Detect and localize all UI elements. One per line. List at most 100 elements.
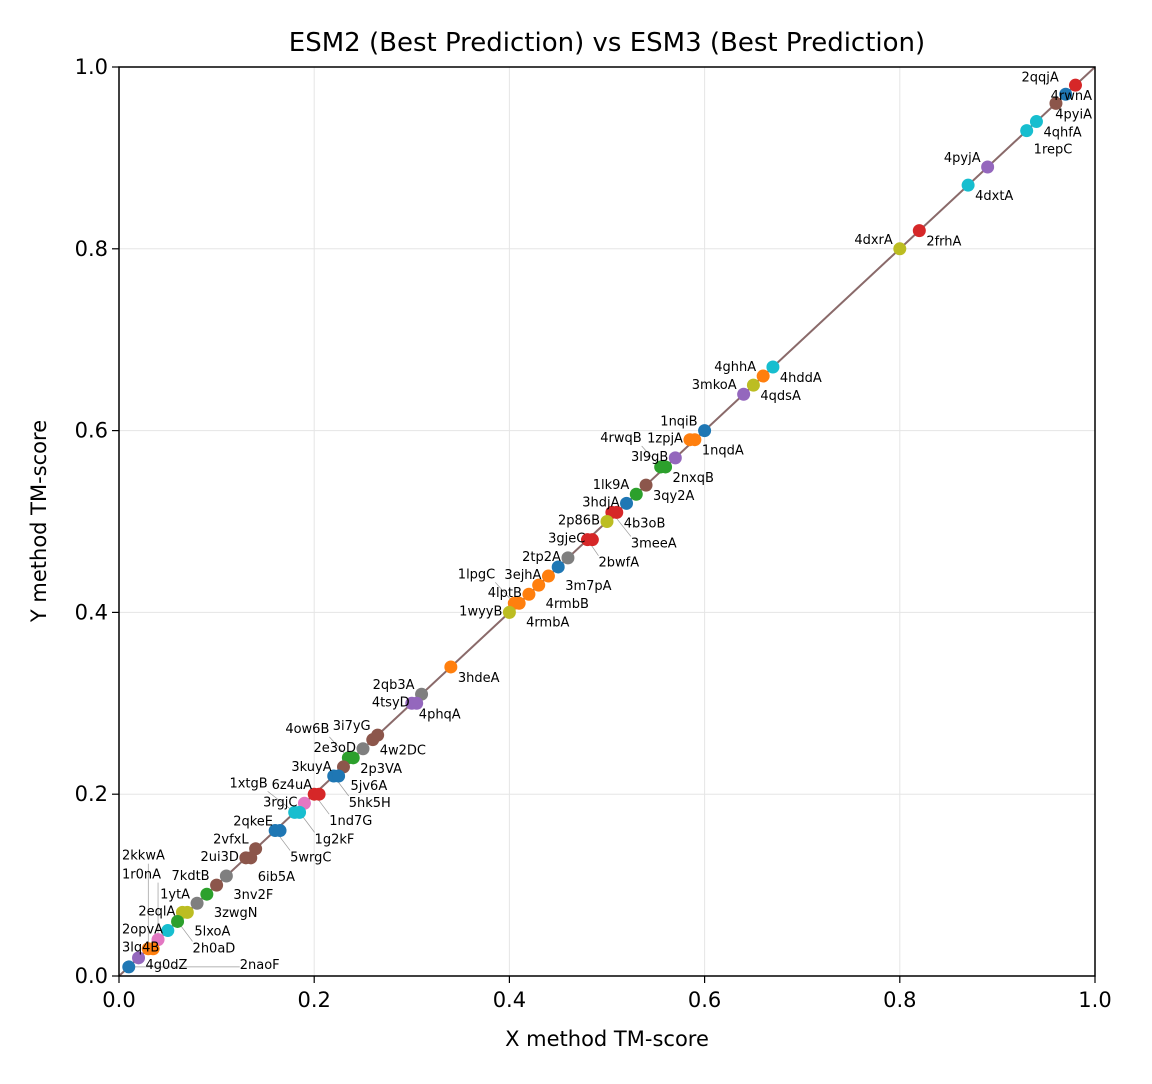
point-label: 4lptB [488,586,522,601]
point-label: 3hdeA [458,671,500,686]
point-label: 1ytA [160,887,190,902]
point-label: 4qhfA [1043,126,1081,141]
data-point [219,869,233,883]
point-label: 3mkoA [692,378,737,393]
point-label: 2p3VA [360,762,402,777]
point-label: 1zpjA [647,432,683,447]
data-point [1068,78,1082,92]
point-label: 2bwfA [598,556,639,571]
data-point [561,551,575,565]
point-label: 2nxqB [673,471,714,486]
point-label: 3kuyA [291,760,331,775]
data-point [585,533,599,547]
point-label: 2qqjA [1021,70,1058,85]
y-tick-label: 0.6 [75,419,108,443]
data-point [122,960,136,974]
point-label: 4tsyD [372,695,410,710]
x-axis-label: X method TM-score [505,1027,709,1051]
chart-title: ESM2 (Best Prediction) vs ESM3 (Best Pre… [289,28,925,58]
data-point [1049,96,1063,110]
data-point [293,805,307,819]
point-label: 3ejhA [504,568,541,583]
point-label: 3rgjC [263,795,297,810]
data-point [1059,87,1073,101]
point-label: 4rwqB [600,431,641,446]
data-point [502,605,516,619]
y-tick-label: 0.4 [75,600,108,624]
point-label: 4ow6B [285,722,329,737]
point-label: 2naoF [240,958,280,973]
data-point [161,924,175,938]
data-point [522,587,536,601]
point-label: 2vfxL [213,833,249,848]
point-label: 5lxoA [194,924,230,939]
y-tick-label: 0.0 [75,964,108,988]
point-label: 5jv6A [350,779,387,794]
point-label: 1r0nA [122,868,161,883]
points-group [122,78,1082,974]
point-label: 1nqdA [702,444,744,459]
point-label: 3zwgN [214,906,258,921]
point-label: 4qdsA [760,389,801,404]
point-label: 1wyyB [459,604,502,619]
data-point [683,433,697,447]
point-label: 4dxtA [975,189,1013,204]
point-label: 3qy2A [653,489,694,504]
data-point [912,224,926,238]
data-point [639,478,653,492]
data-point [541,569,555,583]
point-label: 1lk9A [593,478,630,493]
point-label: 1lpgC [458,567,495,582]
data-point [629,487,643,501]
data-point [171,914,185,928]
x-tick-label: 0.0 [102,988,135,1012]
data-point [210,878,224,892]
point-label: 2eqlA [138,904,175,919]
point-label: 3l9gB [631,450,668,465]
data-point [312,787,326,801]
point-label: 4ghhA [714,360,756,375]
y-axis-label: Y method TM-score [27,420,51,623]
point-label: 4pyjA [944,151,981,166]
point-label: 1g2kF [315,832,355,847]
data-point [356,742,370,756]
point-label: 3meeA [631,536,677,551]
data-point [766,360,780,374]
data-point [668,451,682,465]
data-point [654,460,668,474]
point-label: 4b3oB [624,516,666,531]
point-label: 3m7pA [565,579,611,594]
point-label: 5hk5H [349,796,391,811]
x-tick-label: 0.6 [688,988,721,1012]
point-label: 2e3oD [313,741,356,756]
point-label: 3hdjA [582,495,619,510]
point-label: 1nqiB [660,415,697,430]
point-label: 2qkeE [233,815,273,830]
point-label: 1xtgB [229,776,267,791]
labels-group: 4rwnA 2qqjA 4pyiA 4qhfA 1repC 4pyjA 4dxtA 2frhA… [122,70,1092,973]
point-label: 4g0dZ [146,958,188,973]
point-label: 6z4uA [272,778,313,793]
data-point [737,387,751,401]
point-label: 2h0aD [193,941,236,956]
data-point [273,824,287,838]
data-point [961,178,975,192]
point-label: 1nd7G [329,814,372,829]
point-label: 3i7yG [333,719,371,734]
point-label: 2frhA [926,235,961,250]
data-point [200,887,214,901]
ticks-group: 0.0 0.2 0.4 0.6 0.8 1.0 0.0 0.2 0.4 0.6 0.8 1.0 [75,55,1112,1012]
x-tick-label: 0.2 [297,988,330,1012]
data-point [981,160,995,174]
point-label: 1repC [1034,143,1073,158]
data-point [444,660,458,674]
data-point [146,942,160,956]
x-tick-label: 0.4 [493,988,526,1012]
point-label: 3gjeC [548,532,585,547]
point-label: 6ib5A [258,870,295,885]
data-point [371,728,385,742]
point-label: 4phqA [419,707,461,722]
x-tick-label: 1.0 [1078,988,1111,1012]
point-label: 2p86B [558,514,600,529]
